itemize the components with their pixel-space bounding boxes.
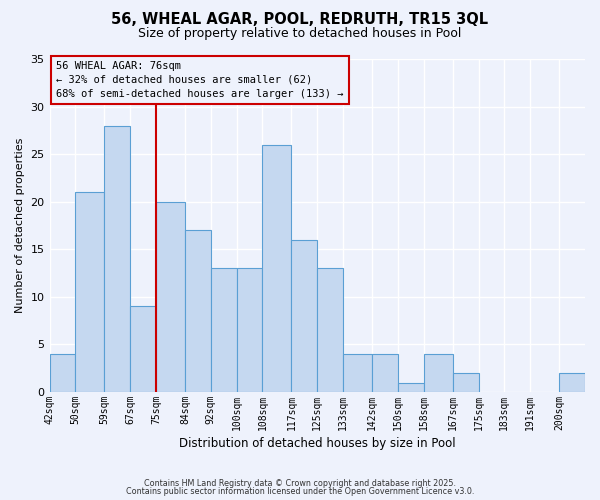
Y-axis label: Number of detached properties: Number of detached properties bbox=[15, 138, 25, 313]
Bar bbox=[453, 373, 479, 392]
Bar bbox=[424, 354, 453, 392]
Text: Contains HM Land Registry data © Crown copyright and database right 2025.: Contains HM Land Registry data © Crown c… bbox=[144, 478, 456, 488]
Bar bbox=[343, 354, 372, 392]
Bar bbox=[262, 144, 292, 392]
Text: Contains public sector information licensed under the Open Government Licence v3: Contains public sector information licen… bbox=[126, 487, 474, 496]
Bar bbox=[211, 268, 236, 392]
Bar bbox=[76, 192, 104, 392]
Bar bbox=[156, 202, 185, 392]
Text: 56 WHEAL AGAR: 76sqm
← 32% of detached houses are smaller (62)
68% of semi-detac: 56 WHEAL AGAR: 76sqm ← 32% of detached h… bbox=[56, 61, 343, 99]
Text: Size of property relative to detached houses in Pool: Size of property relative to detached ho… bbox=[139, 28, 461, 40]
Text: 56, WHEAL AGAR, POOL, REDRUTH, TR15 3QL: 56, WHEAL AGAR, POOL, REDRUTH, TR15 3QL bbox=[112, 12, 488, 28]
X-axis label: Distribution of detached houses by size in Pool: Distribution of detached houses by size … bbox=[179, 437, 455, 450]
Bar bbox=[292, 240, 317, 392]
Bar bbox=[317, 268, 343, 392]
Bar bbox=[104, 126, 130, 392]
Bar bbox=[185, 230, 211, 392]
Bar bbox=[130, 306, 156, 392]
Bar bbox=[372, 354, 398, 392]
Bar bbox=[236, 268, 262, 392]
Bar bbox=[398, 382, 424, 392]
Bar bbox=[559, 373, 585, 392]
Bar bbox=[50, 354, 76, 392]
